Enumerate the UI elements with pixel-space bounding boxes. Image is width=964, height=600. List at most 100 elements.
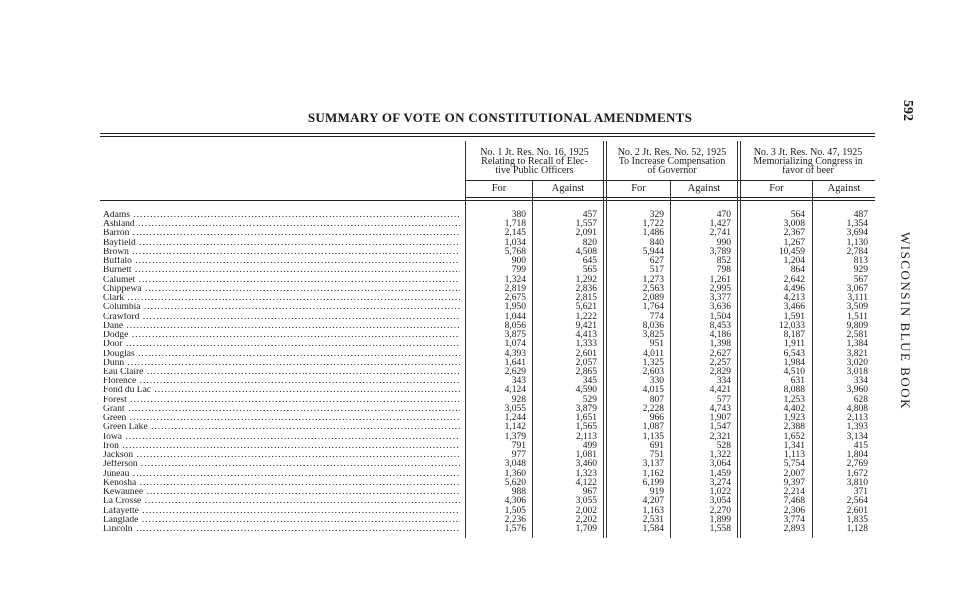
vote-cell: 3,694 (846, 228, 868, 239)
vote-cell: 567 (853, 274, 868, 285)
vote-cell: 3,825 (642, 330, 664, 341)
column-divider (740, 141, 741, 538)
column-divider (532, 180, 533, 538)
county-name: Brown (103, 248, 460, 257)
vote-cell: 1,950 (504, 302, 526, 313)
vote-cell: 330 (649, 376, 664, 387)
vote-cell: 565 (582, 265, 597, 276)
vote-cell: 487 (853, 210, 868, 220)
vote-cell: 1,911 (783, 339, 805, 350)
group-header-3: No. 3 Jt. Res. No. 47, 1925 Memorializin… (741, 148, 875, 176)
vote-cell: 4,421 (709, 385, 731, 396)
vote-cell: 7,468 (783, 496, 805, 507)
vote-cell: 2,057 (575, 357, 597, 368)
vote-cell: 2,769 (846, 459, 868, 470)
county-name: Langlade (103, 516, 460, 525)
vote-cell: 3,509 (846, 302, 868, 313)
vote-cell: 12,033 (778, 320, 805, 331)
vote-cell: 929 (853, 265, 868, 276)
vote-cell: 645 (582, 256, 597, 267)
vote-cell: 1,835 (846, 514, 868, 525)
vote-cell: 1,651 (575, 413, 597, 424)
vote-cell: 1,087 (642, 422, 664, 433)
vote-cell: 2,815 (575, 293, 597, 304)
vote-cell: 3,636 (709, 302, 731, 313)
header-line: To Increase Compensation (618, 156, 726, 167)
vote-cell: 2,893 (783, 523, 805, 534)
vote-cell: 2,627 (709, 348, 731, 359)
county-name: Crawford (103, 313, 460, 322)
county-name: Clark (103, 294, 460, 303)
vote-cell: 529 (582, 394, 597, 405)
vote-cell: 4,186 (709, 330, 731, 341)
vote-cell: 2,564 (846, 496, 868, 507)
vote-cell: 2,836 (575, 283, 597, 294)
vote-cell: 3,048 (504, 459, 526, 470)
vote-cell: 1,584 (642, 523, 664, 534)
vote-cell: 791 (511, 440, 526, 451)
vote-cell: 2,113 (846, 413, 868, 424)
vote-cell: 1,558 (709, 523, 731, 534)
county-name: Bayfield (103, 239, 460, 248)
vote-cell: 2,270 (709, 505, 731, 516)
group-header-1: No. 1 Jt. Res. No. 16, 1925 Relating to … (466, 148, 603, 176)
county-name: Lincoln (103, 525, 460, 534)
vote-cell: 977 (511, 450, 526, 461)
vote-cell: 577 (716, 394, 731, 405)
vote-cell: 5,754 (783, 459, 805, 470)
vote-cell: 3,064 (709, 459, 731, 470)
vote-cell: 3,111 (847, 293, 868, 304)
vote-cell: 1,984 (783, 357, 805, 368)
vote-cell: 8,036 (642, 320, 664, 331)
vote-cell: 4,402 (783, 403, 805, 414)
vote-cell: 4,743 (709, 403, 731, 414)
group-header-2: No. 2 Jt. Res. No. 52, 1925 To Increase … (607, 148, 737, 176)
county-name: La Crosse (103, 497, 460, 506)
county-name: Eau Claire (103, 368, 460, 377)
vote-cell: 691 (649, 440, 664, 451)
header-line: Memorializing Congress in (753, 156, 863, 167)
top-rule-2 (100, 136, 875, 137)
vote-cell: 1,323 (575, 468, 597, 479)
vote-cell: 988 (511, 487, 526, 498)
vote-cell: 2,995 (709, 283, 731, 294)
vote-cell: 2,829 (709, 366, 731, 377)
vote-cell: 631 (790, 376, 805, 387)
vote-cell: 1,652 (783, 431, 805, 442)
header-line: Relating to Recall of Elec- (481, 156, 588, 167)
vote-cell: 3,789 (709, 246, 731, 257)
vote-cell: 1,253 (783, 394, 805, 405)
county-name: Buffalo (103, 257, 460, 266)
county-name: Fond du Lac (103, 386, 460, 395)
vote-cell: 2,819 (504, 283, 526, 294)
vote-cell: 1,341 (783, 440, 805, 451)
vote-cell: 1,459 (709, 468, 731, 479)
vote-cell: 5,944 (642, 246, 664, 257)
county-name: Jackson (103, 451, 460, 460)
column-divider (606, 141, 607, 538)
vote-cell: 1,044 (504, 311, 526, 322)
vote-cell: 528 (716, 440, 731, 451)
vote-cell: 1,899 (709, 514, 731, 525)
vote-cell: 9,397 (783, 477, 805, 488)
vote-cell: 2,306 (783, 505, 805, 516)
vote-cell: 343 (511, 376, 526, 387)
county-name: Dodge (103, 331, 460, 340)
vote-cell: 2,228 (642, 403, 664, 414)
vote-cell: 3,274 (709, 477, 731, 488)
vote-cell: 10,459 (778, 246, 805, 257)
vote-cell: 415 (853, 440, 868, 451)
county-name: Kewaunee (103, 488, 460, 497)
subheader-for: For (631, 183, 646, 194)
vote-cell: 919 (649, 487, 664, 498)
vote-cell: 751 (649, 450, 664, 461)
vote-cell: 4,510 (783, 366, 805, 377)
county-name: Ashland (103, 220, 460, 229)
vote-cell: 1,764 (642, 302, 664, 313)
vote-cell: 813 (853, 256, 868, 267)
vote-cell: 1,163 (642, 505, 664, 516)
vote-cell: 3,377 (709, 293, 731, 304)
vote-cell: 2,601 (575, 348, 597, 359)
column-divider (670, 180, 671, 538)
county-name: Columbia (103, 303, 460, 312)
